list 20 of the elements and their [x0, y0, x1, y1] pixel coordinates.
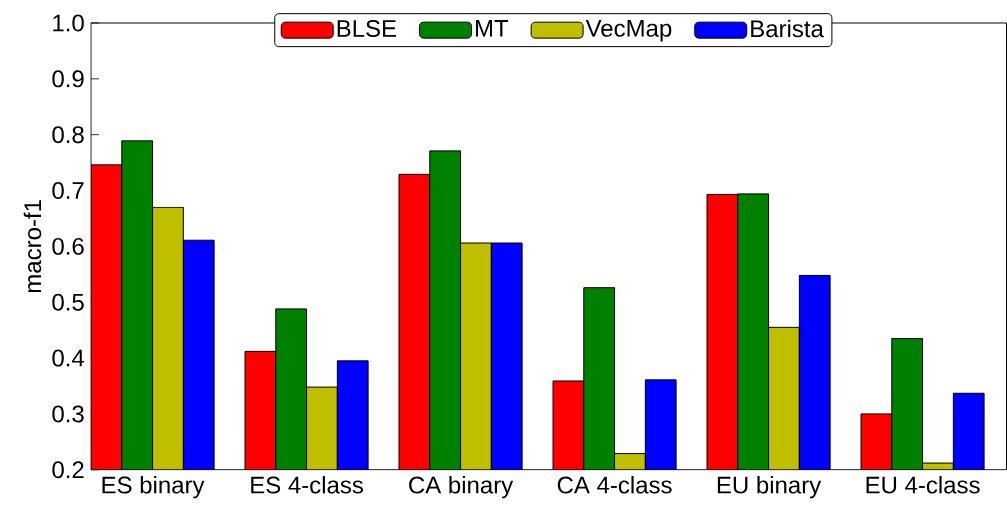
- y-axis-title: macro-f1: [23, 200, 42, 292]
- legend-label: Barista: [751, 19, 824, 38]
- x-tick-label: ES 4-class: [251, 475, 363, 494]
- y-tick-label: 0.4: [52, 349, 85, 367]
- x-tick-label: EU 4-class: [866, 475, 980, 494]
- x-tick-label: CA binary: [409, 475, 514, 499]
- y-tick-label: 0.5: [52, 293, 84, 311]
- y-tick-label: 0.9: [52, 70, 84, 88]
- x-tick-label: EU binary: [717, 475, 822, 499]
- y-tick-label: 0.2: [52, 461, 84, 479]
- x-tick-label: ES binary: [102, 475, 205, 499]
- legend-label: VecMap: [585, 19, 672, 42]
- y-tick-label: 0.6: [52, 237, 84, 255]
- x-tick-label: CA 4-class: [557, 475, 672, 494]
- y-tick-label: 1.0: [53, 14, 84, 32]
- legend-label: BLSE: [337, 19, 397, 37]
- y-tick-label: 0.7: [52, 181, 84, 199]
- y-tick-label: 0.3: [52, 405, 84, 423]
- legend-label: MT: [475, 19, 509, 37]
- y-tick-label: 0.8: [52, 126, 84, 144]
